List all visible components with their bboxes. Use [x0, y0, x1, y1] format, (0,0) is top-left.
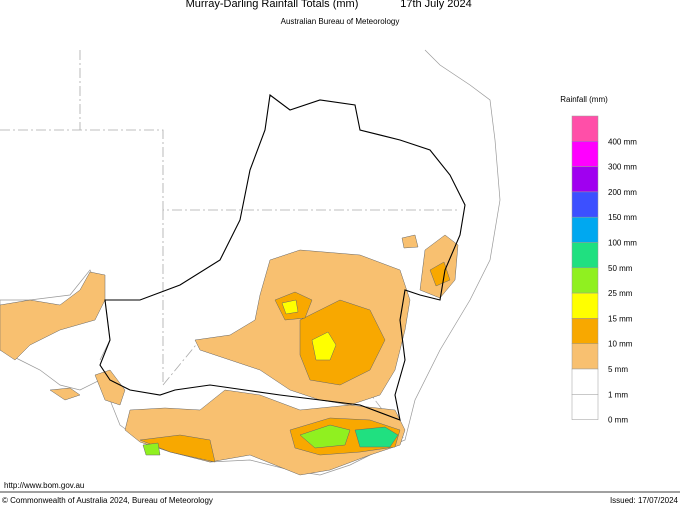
legend-swatch [571, 191, 599, 218]
legend-label: 0 mm [608, 416, 628, 425]
legend-label: 150 mm [608, 213, 637, 222]
legend-swatch [571, 343, 599, 370]
legend-swatch [571, 292, 599, 319]
legend-swatch [571, 141, 599, 167]
legend-swatch [571, 115, 599, 142]
legend-swatch [571, 394, 599, 420]
legend-swatch [571, 216, 599, 243]
subtitle: Australian Bureau of Meteorology [281, 17, 400, 26]
legend-label: 25 mm [608, 289, 633, 298]
date: 17th July 2024 [400, 0, 472, 10]
basin-outline [99, 94, 466, 421]
legend-swatch [571, 242, 599, 269]
legend-label: 300 mm [608, 163, 637, 172]
legend-swatch [571, 267, 599, 294]
url: http://www.bom.gov.au [4, 481, 84, 490]
legend-label: 400 mm [608, 137, 637, 146]
legend-label: 1 mm [608, 390, 628, 399]
copyright: © Commonwealth of Australia 2024, Bureau… [2, 496, 213, 505]
legend-swatch [571, 318, 599, 344]
legend: Rainfall (mm) 400 mm 300 mm 200 mm 150 mm 10… [560, 95, 637, 425]
title: Murray-Darling Rainfall Totals (mm) [186, 0, 359, 10]
legend-title: Rainfall (mm) [560, 95, 608, 104]
legend-label: 100 mm [608, 239, 637, 248]
rainfall-areas [0, 234, 459, 476]
legend-swatch [571, 368, 599, 395]
legend-label: 15 mm [608, 314, 633, 323]
legend-label: 200 mm [608, 188, 637, 197]
legend-swatch [571, 166, 599, 193]
legend-label: 5 mm [608, 365, 628, 374]
map [0, 49, 501, 476]
legend-label: 50 mm [608, 264, 633, 273]
issued: Issued: 17/07/2024 [610, 496, 679, 505]
legend-label: 10 mm [608, 340, 633, 349]
